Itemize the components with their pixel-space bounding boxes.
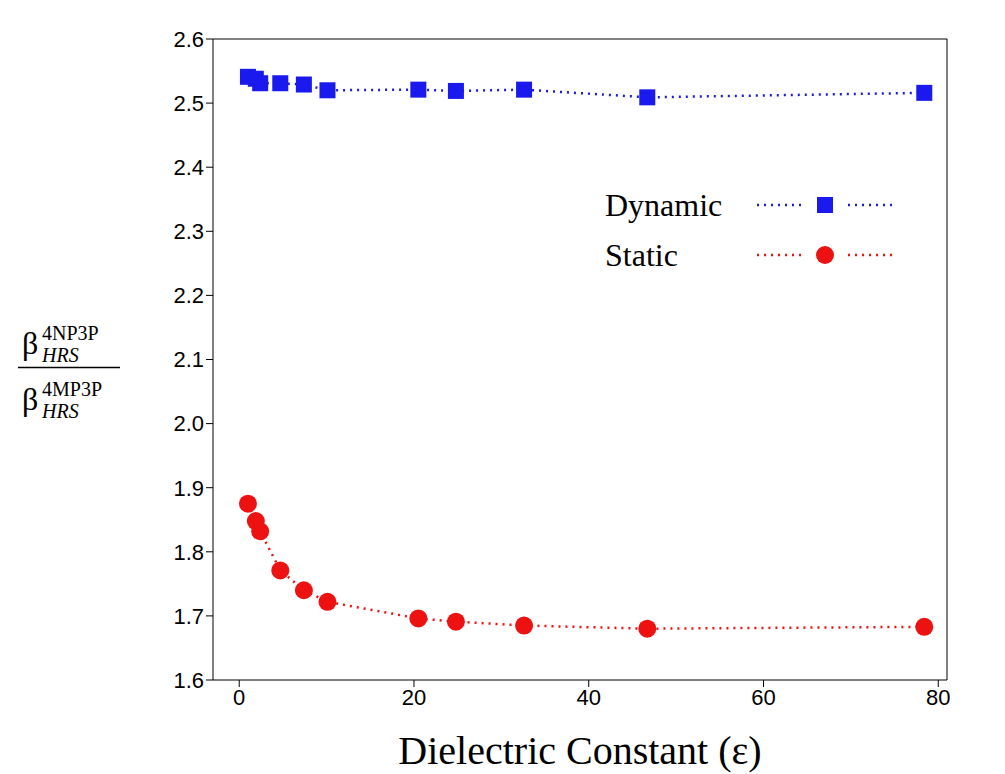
- svg-text:2.3: 2.3: [173, 219, 204, 244]
- svg-text:2.1: 2.1: [173, 347, 204, 372]
- svg-text:1.9: 1.9: [173, 476, 204, 501]
- svg-text:4NP3P: 4NP3P: [42, 322, 99, 344]
- svg-text:40: 40: [576, 685, 600, 710]
- svg-text:2.4: 2.4: [173, 155, 204, 180]
- svg-text:β: β: [22, 381, 38, 417]
- svg-text:2.5: 2.5: [173, 91, 204, 116]
- svg-text:2.6: 2.6: [173, 27, 204, 52]
- svg-text:60: 60: [751, 685, 775, 710]
- html-text:Dynamic: Dynamic: [605, 186, 723, 223]
- svg-text:1.8: 1.8: [173, 540, 204, 565]
- svg-text:Dielectric Constant (ε): Dielectric Constant (ε): [398, 728, 761, 773]
- svg-text:2.2: 2.2: [173, 283, 204, 308]
- svg-text:HRS: HRS: [41, 400, 79, 422]
- svg-text:20: 20: [402, 685, 426, 710]
- svg-text:β: β: [22, 325, 38, 361]
- svg-text:80: 80: [926, 685, 950, 710]
- html-text:Static: Static: [605, 236, 678, 273]
- svg-text:2.0: 2.0: [173, 411, 204, 436]
- svg-text:4MP3P: 4MP3P: [42, 378, 102, 400]
- svg-text:1.7: 1.7: [173, 604, 204, 629]
- svg-text:HRS: HRS: [41, 344, 79, 366]
- svg-text:0: 0: [233, 685, 245, 710]
- svg-text:1.6: 1.6: [173, 668, 204, 693]
